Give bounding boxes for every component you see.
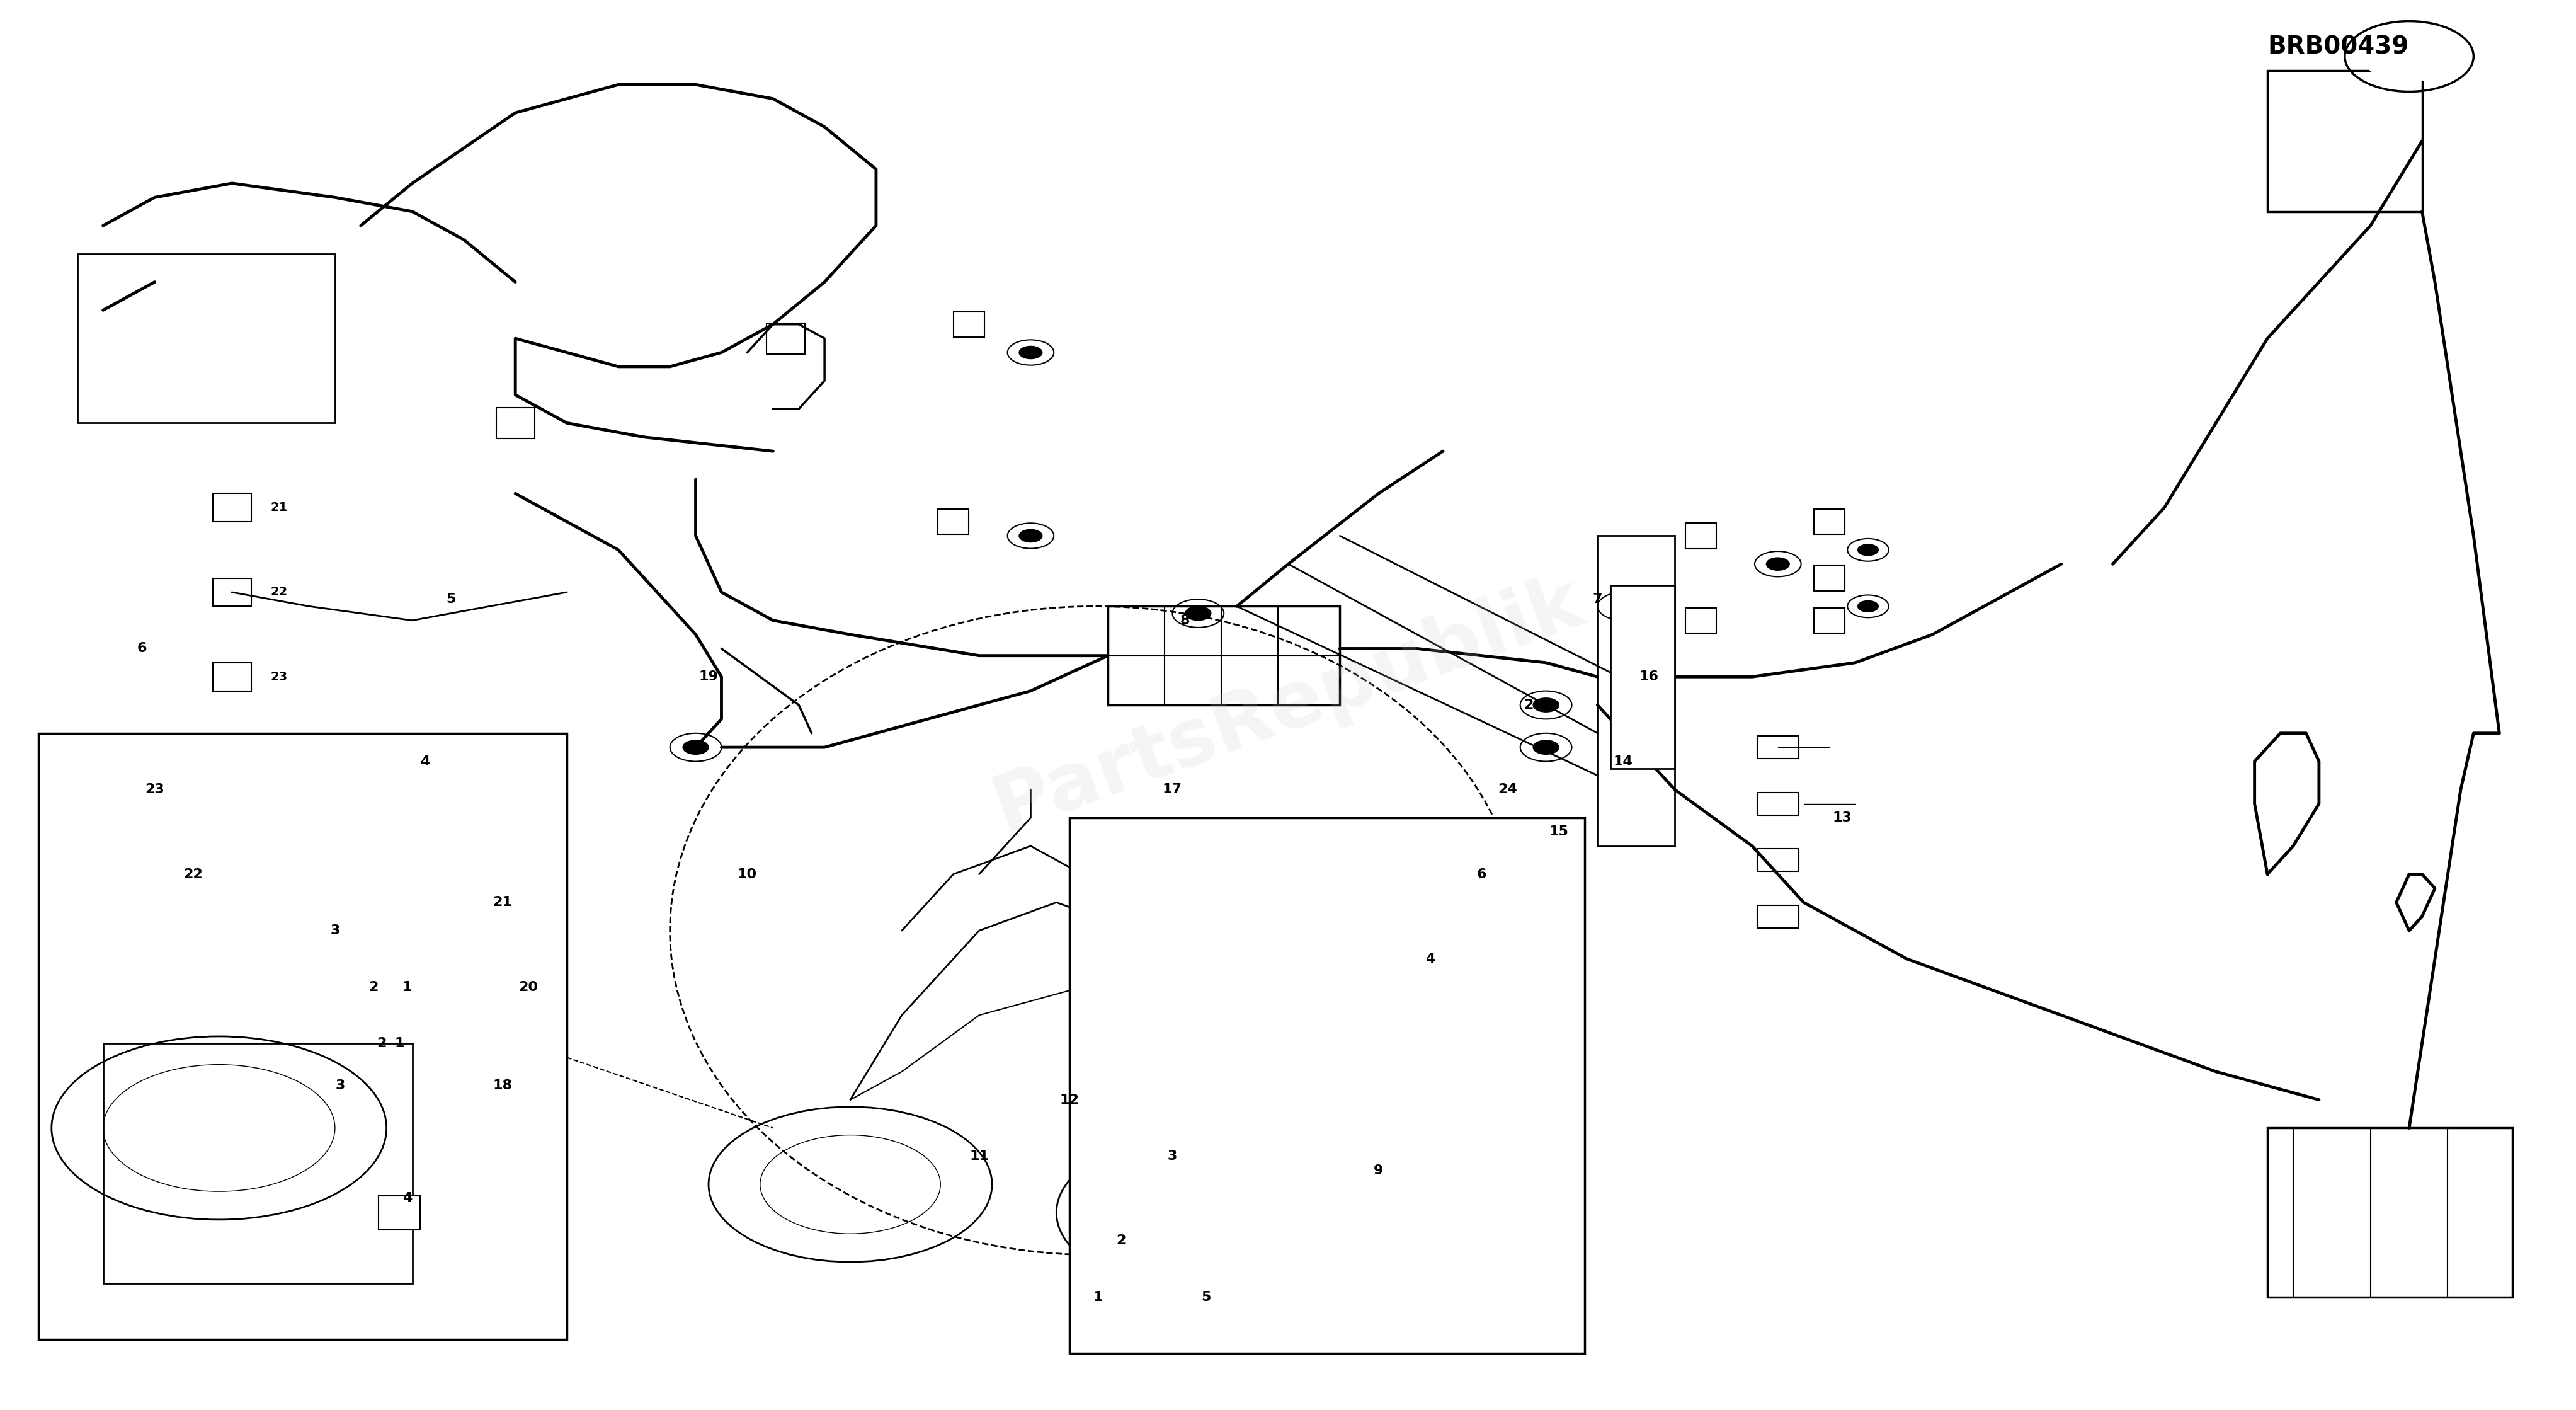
- Text: 17: 17: [1162, 784, 1182, 795]
- Bar: [1597, 536, 1674, 846]
- Text: 3: 3: [330, 925, 340, 936]
- Text: BRB00439: BRB00439: [2267, 35, 2409, 59]
- Text: 11: 11: [969, 1151, 989, 1162]
- Bar: [1757, 849, 1798, 871]
- Text: 15: 15: [1548, 826, 1569, 838]
- Text: 14: 14: [1613, 756, 1633, 767]
- Bar: [1685, 608, 1716, 633]
- Text: 4: 4: [402, 1193, 412, 1204]
- Bar: [1324, 1003, 1355, 1028]
- Bar: [1814, 608, 1844, 633]
- Circle shape: [1020, 347, 1041, 358]
- Text: 4: 4: [1425, 953, 1435, 964]
- Bar: [768, 323, 804, 354]
- Text: 5: 5: [1200, 1292, 1211, 1303]
- Text: 5: 5: [446, 594, 456, 605]
- Bar: [1610, 585, 1674, 768]
- Bar: [1757, 792, 1798, 815]
- Text: 1: 1: [394, 1038, 404, 1049]
- Bar: [2267, 70, 2421, 211]
- Circle shape: [1857, 601, 1878, 612]
- Text: 6: 6: [137, 643, 147, 654]
- Text: 12: 12: [1059, 1094, 1079, 1105]
- Text: 2: 2: [376, 1038, 386, 1049]
- Bar: [1685, 523, 1716, 548]
- Text: 2: 2: [368, 981, 379, 993]
- Circle shape: [1020, 530, 1041, 541]
- Circle shape: [1185, 606, 1211, 620]
- Text: 3: 3: [1167, 1151, 1177, 1162]
- Bar: [1757, 905, 1798, 928]
- Bar: [379, 1196, 420, 1230]
- Bar: [1757, 736, 1798, 759]
- Bar: [211, 578, 252, 606]
- Text: 1: 1: [402, 981, 412, 993]
- Text: 21: 21: [270, 502, 289, 513]
- Bar: [211, 663, 252, 691]
- Text: 10: 10: [737, 869, 757, 880]
- Text: 4: 4: [420, 756, 430, 767]
- Text: 22: 22: [270, 587, 289, 598]
- Bar: [938, 509, 969, 534]
- Text: 19: 19: [698, 671, 719, 682]
- Text: 18: 18: [492, 1080, 513, 1091]
- Bar: [211, 493, 252, 522]
- Bar: [1108, 606, 1340, 705]
- Circle shape: [683, 740, 708, 754]
- Text: PartsRepublik: PartsRepublik: [984, 563, 1592, 847]
- Text: 24: 24: [1497, 784, 1517, 795]
- Text: 23: 23: [270, 671, 289, 682]
- Text: 21: 21: [492, 897, 513, 908]
- Text: 9: 9: [1373, 1165, 1383, 1176]
- Bar: [495, 407, 536, 439]
- Circle shape: [1857, 544, 1878, 556]
- Bar: [2267, 1128, 2512, 1297]
- Text: 16: 16: [1638, 671, 1659, 682]
- Text: 23: 23: [144, 784, 165, 795]
- Bar: [103, 1043, 412, 1283]
- Bar: [1221, 1059, 1252, 1084]
- Bar: [1814, 509, 1844, 534]
- Text: 6: 6: [1476, 869, 1486, 880]
- Text: 22: 22: [183, 869, 204, 880]
- Text: 20: 20: [518, 981, 538, 993]
- Circle shape: [1533, 698, 1558, 712]
- Text: 25: 25: [1522, 699, 1543, 711]
- Text: 3: 3: [335, 1080, 345, 1091]
- Bar: [953, 312, 984, 337]
- Text: 8: 8: [1180, 615, 1190, 626]
- Bar: [77, 254, 335, 423]
- Circle shape: [1610, 599, 1636, 613]
- Text: 1: 1: [1092, 1292, 1103, 1303]
- Text: 2: 2: [1115, 1235, 1126, 1246]
- Circle shape: [1533, 740, 1558, 754]
- Bar: [39, 733, 567, 1340]
- Circle shape: [2362, 31, 2455, 82]
- Bar: [1069, 818, 1584, 1354]
- Bar: [1814, 565, 1844, 591]
- Text: 13: 13: [1832, 812, 1852, 823]
- Text: 7: 7: [1592, 594, 1602, 605]
- Circle shape: [1767, 558, 1788, 570]
